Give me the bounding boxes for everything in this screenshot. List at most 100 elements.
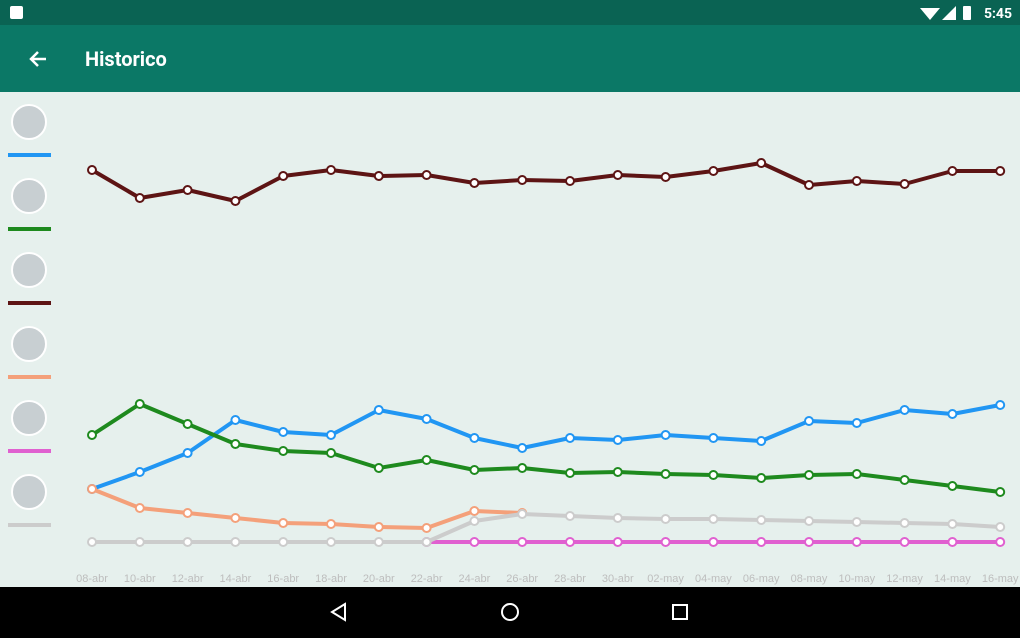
data-point xyxy=(947,537,958,547)
data-point xyxy=(708,537,719,547)
legend-avatar xyxy=(11,104,47,140)
data-point xyxy=(565,537,575,547)
data-point xyxy=(995,522,1006,532)
data-point xyxy=(421,523,432,533)
data-point xyxy=(804,470,814,480)
data-point xyxy=(517,463,528,473)
data-point xyxy=(278,446,289,456)
back-button[interactable] xyxy=(29,51,46,67)
data-point xyxy=(87,537,97,547)
data-point xyxy=(804,537,814,547)
legend-swatch xyxy=(8,301,51,305)
x-tick-label: 16-may xyxy=(982,573,1019,585)
data-point xyxy=(708,470,719,480)
data-point xyxy=(565,176,575,186)
series-line xyxy=(90,161,1001,203)
nav-back[interactable] xyxy=(330,602,346,622)
data-point xyxy=(995,166,1006,176)
data-point xyxy=(947,166,958,176)
data-point xyxy=(469,433,480,443)
data-point xyxy=(708,166,719,176)
data-point xyxy=(851,176,862,186)
data-point xyxy=(421,170,432,180)
x-tick-label: 16-abr xyxy=(267,573,299,585)
legend-avatar xyxy=(11,252,47,288)
data-point xyxy=(756,158,767,168)
notification-icon xyxy=(10,6,23,19)
data-point xyxy=(660,514,671,524)
data-point xyxy=(469,506,480,516)
data-point xyxy=(517,443,528,453)
x-tick-label: 30-abr xyxy=(602,573,634,585)
data-point xyxy=(469,516,480,526)
legend-swatch xyxy=(8,523,51,527)
legend-swatch xyxy=(8,227,51,231)
data-point xyxy=(804,180,814,190)
x-tick-label: 06-may xyxy=(743,573,780,585)
data-point xyxy=(517,509,528,519)
wifi-icon xyxy=(920,8,940,20)
data-point xyxy=(326,519,336,529)
data-point xyxy=(326,448,336,458)
data-point xyxy=(565,433,575,443)
status-bar xyxy=(0,0,1020,25)
data-point xyxy=(756,537,767,547)
app-title: Historico xyxy=(85,47,167,71)
data-point xyxy=(469,537,480,547)
data-point xyxy=(182,448,193,458)
data-point xyxy=(182,185,193,195)
data-point xyxy=(87,165,97,175)
data-point xyxy=(612,435,623,445)
x-tick-label: 20-abr xyxy=(363,573,395,585)
data-point xyxy=(899,518,910,528)
legend-avatar xyxy=(11,178,47,214)
data-point xyxy=(230,196,241,206)
nav-bar xyxy=(0,587,1020,638)
x-tick-label: 14-may xyxy=(934,573,971,585)
data-point xyxy=(660,469,671,479)
data-point xyxy=(373,537,384,547)
data-point xyxy=(851,517,862,527)
data-point xyxy=(182,508,193,518)
x-tick-label: 10-abr xyxy=(124,573,156,585)
data-point xyxy=(87,430,97,440)
data-point xyxy=(326,430,336,440)
series-line xyxy=(92,512,1001,544)
chart-area xyxy=(0,92,1020,587)
data-point xyxy=(565,511,575,521)
data-point xyxy=(278,171,289,181)
data-point xyxy=(134,193,145,203)
data-point xyxy=(469,465,480,475)
data-point xyxy=(851,537,862,547)
data-point xyxy=(708,433,719,443)
data-point xyxy=(326,165,336,175)
data-point xyxy=(278,537,289,547)
data-point xyxy=(947,519,958,529)
data-point xyxy=(182,419,193,429)
legend-swatch xyxy=(8,449,51,453)
data-point xyxy=(565,468,575,478)
data-point xyxy=(756,473,767,483)
data-point xyxy=(612,537,623,547)
data-point xyxy=(469,178,480,188)
data-point xyxy=(134,399,145,409)
data-point xyxy=(230,439,241,449)
data-point xyxy=(230,415,241,425)
data-point xyxy=(612,513,623,523)
nav-recents[interactable] xyxy=(672,604,688,620)
x-tick-label: 02-may xyxy=(647,573,684,585)
data-point xyxy=(517,175,528,185)
data-point xyxy=(278,427,289,437)
data-point xyxy=(995,537,1006,547)
data-point xyxy=(899,405,910,415)
nav-home[interactable] xyxy=(501,603,519,621)
data-point xyxy=(182,537,193,547)
data-point xyxy=(373,463,384,473)
data-point xyxy=(87,484,97,494)
x-tick-label: 04-may xyxy=(695,573,732,585)
series-line xyxy=(91,403,1001,491)
data-point xyxy=(756,436,767,446)
legend-avatar xyxy=(11,326,47,362)
